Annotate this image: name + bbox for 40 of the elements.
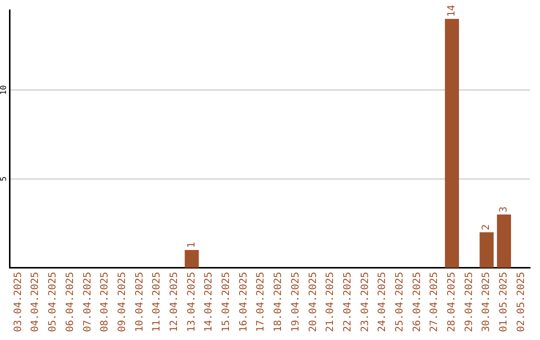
x-tick-label: 25.04.2025: [394, 272, 406, 332]
x-tick-label: 13.04.2025: [186, 272, 198, 332]
x-tick-label: 26.04.2025: [412, 272, 423, 332]
x-tick-label: 29.04.2025: [464, 272, 475, 332]
x-tick-label: 11.04.2025: [152, 272, 163, 332]
x-tick-label: 19.04.2025: [290, 272, 302, 332]
x-tick-label: 28.04.2025: [446, 272, 458, 332]
x-tick-label: 15.04.2025: [221, 272, 232, 332]
x-tick-label: 10.04.2025: [134, 272, 146, 332]
x-tick-label: 08.04.2025: [100, 272, 111, 332]
x-tick-label: 12.04.2025: [169, 272, 180, 332]
x-tick-label: 27.04.2025: [429, 272, 440, 332]
x-tick-label: 24.04.2025: [377, 272, 388, 332]
x-tick-label: 14.04.2025: [204, 272, 215, 332]
bar: [496, 214, 512, 268]
x-tick-label: 18.04.2025: [273, 272, 284, 332]
x-tick-label: 07.04.2025: [82, 272, 94, 332]
x-tick-label: 01.05.2025: [498, 272, 510, 332]
y-tick-label: 10: [0, 85, 8, 95]
bar: [444, 18, 459, 268]
x-tick-label: 02.05.2025: [516, 272, 527, 332]
x-tick-label: 30.04.2025: [481, 272, 492, 332]
x-tick-label: 04.04.2025: [30, 272, 42, 332]
x-tick-label: 05.04.2025: [48, 272, 59, 332]
x-tick-label: 03.04.2025: [12, 272, 24, 332]
data-label: 1: [186, 242, 198, 248]
x-tick-label: 17.04.2025: [256, 272, 267, 332]
data-label: 2: [481, 224, 492, 230]
bar: [184, 250, 199, 268]
y-tick-label: 5: [0, 176, 8, 182]
x-tick-label: 16.04.2025: [238, 272, 250, 332]
bar: [480, 232, 494, 268]
x-tick-label: 23.04.2025: [360, 272, 371, 332]
data-label: 14: [446, 4, 458, 17]
x-tick-label: 06.04.2025: [64, 272, 76, 332]
x-tick-label: 22.04.2025: [342, 272, 354, 332]
x-tick-label: 09.04.2025: [116, 272, 128, 332]
x-tick-label: 20.04.2025: [308, 272, 319, 332]
data-label: 3: [498, 206, 510, 212]
x-tick-label: 21.04.2025: [325, 272, 336, 332]
